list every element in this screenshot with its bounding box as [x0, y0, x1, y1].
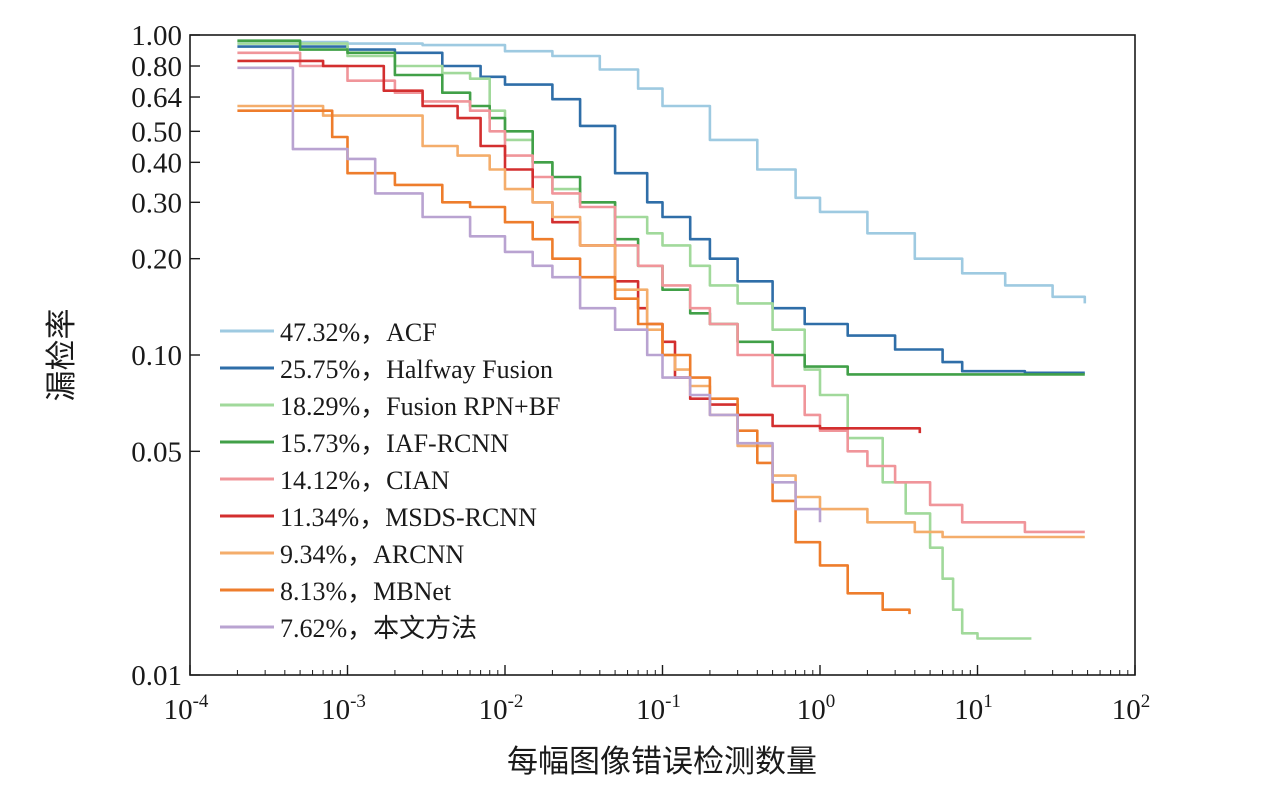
y-tick-label-5: 0.30: [131, 187, 182, 219]
y-axis-title: 漏检率: [44, 309, 80, 402]
y-tick-label-2: 0.64: [131, 82, 182, 114]
x-tick-label-3: 10-1: [636, 691, 681, 726]
y-tick-label-1: 0.80: [131, 51, 182, 83]
x-tick-label-5: 101: [954, 691, 993, 726]
series-line-8: [237, 66, 822, 523]
series-line-3: [237, 39, 1085, 376]
legend-label-3: 15.73%，IAF-RCNN: [280, 429, 509, 458]
legend-label-4: 14.12%，CIAN: [280, 466, 450, 495]
y-axis-ticks: 1.000.800.640.500.40 0.30 0.20 0.10 0.05 0.01: [131, 20, 200, 692]
series-line-2: [237, 42, 1032, 640]
y-tick-label-9: 0.01: [131, 660, 182, 692]
legend-label-0: 47.32%，ACF: [280, 318, 437, 347]
x-tick-label-6: 102: [1112, 691, 1151, 726]
legend: 47.32%，ACF 25.75%，Halfway Fusion 18.29%，Fu…: [220, 318, 561, 643]
y-tick-label-6: 0.20: [131, 244, 182, 276]
series-line-4: [237, 51, 1085, 534]
series-line-6: [237, 104, 1085, 539]
x-tick-label-0: 10-4: [164, 691, 209, 726]
x-tick-label-1: 10-3: [321, 691, 366, 726]
y-tick-label-4: 0.40: [131, 147, 182, 179]
x-axis-ticks: 10-4 10-3 10-2 10-1 100 101 102: [164, 665, 1151, 726]
y-tick-label-3: 0.50: [131, 116, 182, 148]
series-lines: [237, 39, 1087, 640]
series-line-7: [237, 109, 911, 615]
legend-label-2: 18.29%，Fusion RPN+BF: [280, 392, 561, 421]
x-tick-label-2: 10-2: [479, 691, 524, 726]
y-tick-label-0: 1.00: [131, 20, 182, 52]
legend-label-1: 25.75%，Halfway Fusion: [280, 355, 553, 384]
legend-label-8: 7.62%，本文方法: [280, 614, 477, 643]
legend-label-5: 11.34%，MSDS-RCNN: [280, 503, 537, 532]
series-line-0: [237, 40, 1087, 304]
y-tick-label-8: 0.05: [131, 436, 182, 468]
legend-label-7: 8.13%，MBNet: [280, 577, 452, 606]
legend-label-6: 9.34%，ARCNN: [280, 540, 464, 569]
x-tick-label-4: 100: [797, 691, 836, 726]
x-axis-title: 每幅图像错误检测数量: [507, 744, 817, 780]
y-tick-label-7: 0.10: [131, 340, 182, 372]
